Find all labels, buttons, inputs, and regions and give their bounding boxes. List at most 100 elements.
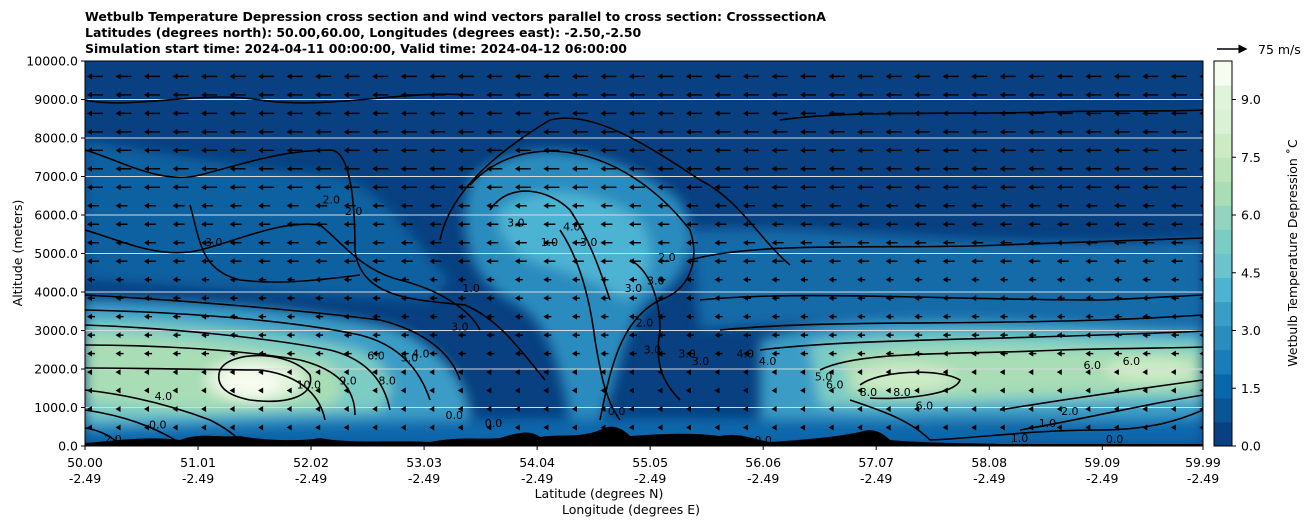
wind-arrow <box>1056 350 1065 357</box>
x-tick-label-lon: -2.49 <box>747 471 779 486</box>
wind-arrow <box>714 369 720 376</box>
wind-arrow <box>828 73 845 80</box>
wind-arrow <box>286 239 299 246</box>
wind-arrow <box>1085 406 1091 413</box>
chart-title-line-2: Latitudes (degrees north): 50.00,60.00, … <box>85 25 642 40</box>
colorbar-segment <box>1214 205 1232 230</box>
contour-labels: 2.02.03.01.03.06.0 5.04.08.09.010.04.00.0… <box>104 193 1140 446</box>
wind-arrow <box>201 406 207 413</box>
wind-arrow <box>999 147 1016 154</box>
wind-arrow <box>857 295 866 302</box>
wind-arrow <box>144 221 157 228</box>
wind-arrow <box>1199 259 1203 264</box>
x-tick-label-lat: 59.09 <box>1084 455 1120 470</box>
contour-line <box>85 324 391 411</box>
wind-arrow <box>1056 406 1062 413</box>
wind-arrow <box>971 221 984 228</box>
wind-arrow <box>743 406 749 413</box>
wind-arrow <box>657 147 674 154</box>
wind-arrow <box>486 110 503 117</box>
wind-arrow <box>286 147 303 154</box>
wind-arrow <box>315 147 332 154</box>
contour-line <box>85 149 546 381</box>
contour-line <box>85 223 481 331</box>
field-mid-tongue-core <box>498 191 651 300</box>
wind-arrow <box>1170 221 1183 228</box>
wind-arrow <box>115 221 128 228</box>
wind-arrow <box>743 110 760 117</box>
wind-arrow <box>714 91 731 98</box>
wind-arrow <box>771 258 784 265</box>
wind-arrow <box>771 295 780 302</box>
wind-arrow <box>1199 111 1203 116</box>
contour-lines <box>85 93 1203 446</box>
wind-arrow <box>429 295 438 302</box>
wind-arrow <box>400 165 417 172</box>
wind-arrow <box>172 73 189 80</box>
contour-line <box>699 294 1203 301</box>
wind-arrow <box>543 387 549 394</box>
wind-arrow <box>914 424 920 431</box>
wind-arrow <box>800 276 809 283</box>
wind-arrow <box>1142 295 1151 302</box>
wind-arrow <box>457 110 474 117</box>
wind-arrow <box>258 221 271 228</box>
wind-arrow <box>1056 332 1065 339</box>
wind-arrow <box>1056 258 1069 265</box>
wind-arrow <box>1113 313 1122 320</box>
wind-arrow <box>315 110 332 117</box>
wind-arrow <box>743 73 760 80</box>
wind-arrow <box>771 369 777 376</box>
wind-arrow <box>1113 258 1126 265</box>
wind-arrow <box>771 276 780 283</box>
wind-arrow <box>800 406 806 413</box>
wind-arrow <box>1199 277 1203 282</box>
wind-arrow <box>1028 239 1041 246</box>
wind-arrow <box>942 147 959 154</box>
wind-arrow <box>400 128 417 135</box>
wind-arrow <box>1113 221 1126 228</box>
wind-arrow <box>571 128 588 135</box>
wind-arrow <box>628 147 645 154</box>
wind-arrow <box>999 128 1016 135</box>
wind-arrow <box>1170 276 1179 283</box>
wind-arrow <box>543 295 552 302</box>
field-north-peak-right <box>1105 358 1195 382</box>
colorbar-label: Wetbulb Temperature Depression ˚C <box>1285 139 1300 367</box>
colorbar-segment <box>1214 157 1232 182</box>
wind-arrow <box>999 313 1008 320</box>
wind-arrow <box>657 350 666 357</box>
wind-arrow <box>457 276 466 283</box>
wind-arrow <box>1085 424 1091 431</box>
wind-arrow <box>144 184 161 191</box>
wind-arrow <box>286 387 292 394</box>
contour-label: 0.0 <box>608 405 626 418</box>
wind-arrow <box>115 202 128 209</box>
wind-arrow <box>343 184 360 191</box>
wind-arrow <box>828 332 837 339</box>
wind-arrow <box>828 147 845 154</box>
colorbar-segment <box>1214 277 1232 303</box>
wind-arrow <box>201 73 218 80</box>
wind-arrow <box>857 221 870 228</box>
wind-arrow <box>400 369 406 376</box>
wind-arrow <box>486 91 503 98</box>
wind-arrow <box>1170 387 1176 394</box>
wind-arrow <box>971 424 977 431</box>
wind-arrow <box>315 221 328 228</box>
wind-arrow <box>87 387 92 394</box>
wind-arrow <box>743 313 752 320</box>
wind-arrow <box>685 295 694 302</box>
wind-arrow <box>1170 128 1187 135</box>
wind-arrow <box>1199 296 1203 301</box>
wind-arrow <box>201 110 218 117</box>
colorbar-tick-label: 1.5 <box>1241 381 1261 396</box>
x-tick-label-lat: 54.04 <box>519 455 555 470</box>
wind-arrow <box>800 424 806 431</box>
wind-arrow <box>343 165 360 172</box>
wind-arrow <box>1056 369 1062 376</box>
wind-arrow <box>1142 369 1148 376</box>
wind-arrow <box>514 369 520 376</box>
wind-arrow <box>1085 276 1094 283</box>
wind-arrow <box>400 424 406 431</box>
